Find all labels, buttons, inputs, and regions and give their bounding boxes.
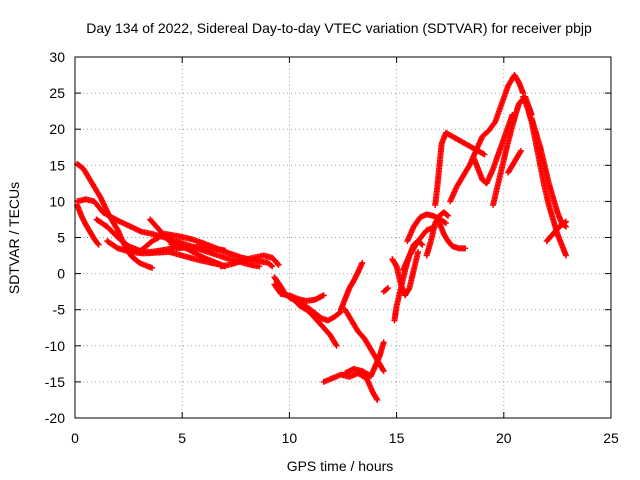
data-point [268, 262, 275, 269]
y-tick-label: 0 [57, 266, 65, 282]
data-point [405, 286, 412, 293]
series-pass-ab [505, 147, 524, 176]
x-axis-label: GPS time / hours [287, 458, 394, 474]
series-pass-n [320, 370, 381, 403]
x-tick-label: 10 [282, 430, 298, 446]
series-pass-o [342, 339, 387, 380]
series-pass-aa [490, 93, 535, 209]
series-pass-s [389, 248, 422, 299]
series-pass-i [217, 252, 282, 270]
data-point [380, 366, 387, 373]
data-point [562, 218, 569, 225]
data-point [385, 285, 392, 292]
tick-labels: 0 5 10 15 20 25 -20 -15 -10 -5 0 5 10 15 20 25 30 [45, 49, 619, 446]
series-pass-b [74, 202, 102, 248]
y-tick-label: 20 [49, 121, 65, 137]
plot-frame [74, 56, 612, 419]
y-axis-label: SDTVAR / TECUs [6, 182, 22, 294]
x-tick-label: 25 [603, 430, 619, 446]
data-point [392, 262, 399, 269]
y-tick-label: 15 [49, 157, 65, 173]
data-point [149, 264, 156, 271]
series-pass-k [271, 281, 340, 349]
series-pass-m [337, 259, 366, 313]
series-pass-ae [543, 218, 569, 245]
data-point [359, 259, 366, 266]
y-tick-label: 25 [49, 85, 65, 101]
data-point [480, 150, 487, 157]
y-tick-label: -15 [45, 374, 65, 390]
series-pass-l [286, 292, 327, 305]
x-tick-label: 0 [71, 430, 79, 446]
series-pass-z [470, 111, 516, 187]
data-point [383, 285, 390, 292]
data-point [256, 263, 263, 270]
data-point [94, 240, 101, 247]
data-point [374, 396, 381, 403]
data-point [481, 151, 488, 158]
chart-title: Day 134 of 2022, Sidereal Day-to-day VTE… [86, 20, 592, 36]
data-points [74, 72, 569, 403]
data-point [415, 248, 422, 255]
y-tick-label: -20 [45, 410, 65, 426]
data-point [95, 241, 102, 248]
data-point [442, 220, 449, 227]
data-point [320, 292, 327, 299]
data-point [275, 261, 282, 268]
y-tick-label: 5 [57, 230, 65, 246]
series-pass-t [404, 211, 449, 245]
data-point [445, 212, 452, 219]
data-point [380, 368, 387, 375]
series-pass-ac [520, 93, 569, 259]
y-tick-label: 30 [49, 49, 65, 65]
data-point [517, 147, 524, 154]
x-tick-label: 15 [389, 430, 405, 446]
data-point [517, 149, 524, 156]
y-tick-label: -10 [45, 338, 65, 354]
data-point [443, 211, 450, 218]
data-point [380, 339, 387, 346]
data-point [269, 263, 276, 270]
data-point [441, 219, 448, 226]
series-pass-p [342, 306, 387, 375]
series-pass-q [380, 285, 392, 295]
y-tick-label: -5 [53, 302, 66, 318]
data-point [562, 252, 569, 259]
series-pass-ad [528, 115, 569, 230]
data-point [561, 219, 568, 226]
x-tick-label: 5 [178, 430, 186, 446]
data-point [274, 260, 281, 267]
y-tick-label: 10 [49, 193, 65, 209]
series-pass-w [436, 220, 469, 252]
data-point [462, 245, 469, 252]
x-tick-label: 20 [496, 430, 512, 446]
data-point [373, 395, 380, 402]
series-pass-h [168, 241, 229, 270]
data-point [333, 342, 340, 349]
data-point [336, 309, 343, 316]
series-pass-y [447, 72, 527, 205]
data-point [419, 241, 426, 248]
data-point [562, 223, 569, 230]
